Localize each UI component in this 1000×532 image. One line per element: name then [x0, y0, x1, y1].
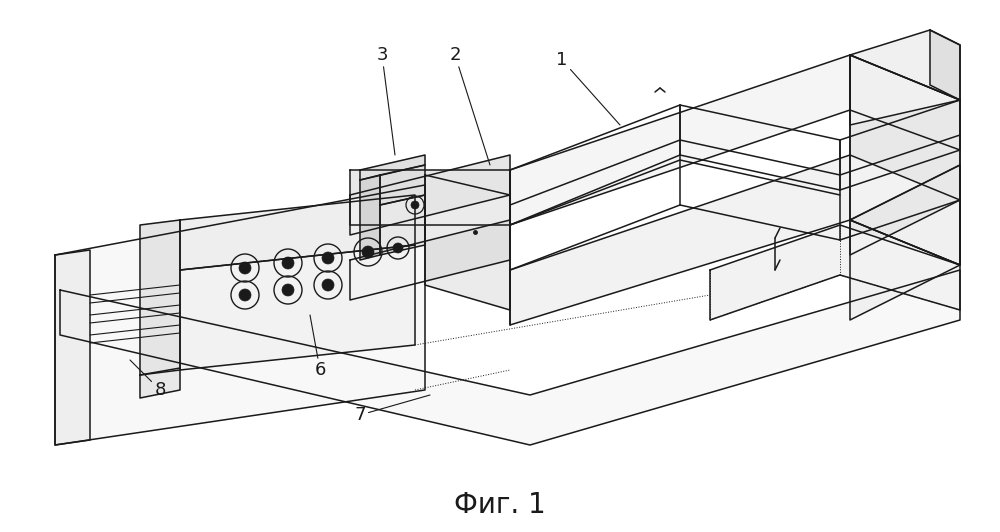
Circle shape — [322, 252, 334, 264]
Text: 7: 7 — [354, 395, 430, 424]
Polygon shape — [710, 225, 960, 320]
Circle shape — [393, 243, 403, 253]
Polygon shape — [380, 165, 425, 205]
Polygon shape — [55, 185, 425, 445]
Polygon shape — [180, 195, 415, 270]
Text: 6: 6 — [310, 315, 326, 379]
Polygon shape — [360, 175, 380, 260]
Polygon shape — [55, 250, 90, 445]
Polygon shape — [360, 155, 425, 180]
Polygon shape — [850, 55, 960, 265]
Polygon shape — [140, 368, 180, 398]
Circle shape — [282, 257, 294, 269]
Polygon shape — [380, 195, 425, 255]
Polygon shape — [350, 155, 510, 235]
Polygon shape — [510, 155, 960, 325]
Polygon shape — [510, 55, 960, 225]
Polygon shape — [425, 175, 510, 310]
Circle shape — [322, 279, 334, 291]
Polygon shape — [850, 55, 960, 265]
Text: 1: 1 — [556, 51, 620, 125]
Polygon shape — [350, 170, 510, 225]
Polygon shape — [850, 165, 960, 320]
Polygon shape — [930, 30, 960, 100]
Circle shape — [239, 289, 251, 301]
Polygon shape — [140, 220, 180, 375]
Text: 8: 8 — [130, 360, 166, 399]
Circle shape — [239, 262, 251, 274]
Polygon shape — [350, 220, 510, 300]
Circle shape — [411, 201, 419, 209]
Circle shape — [362, 246, 374, 258]
Circle shape — [282, 284, 294, 296]
Polygon shape — [850, 30, 960, 125]
Text: Фиг. 1: Фиг. 1 — [454, 491, 546, 519]
Polygon shape — [850, 165, 960, 255]
Text: 3: 3 — [376, 46, 395, 155]
Text: 2: 2 — [449, 46, 490, 165]
Polygon shape — [60, 270, 960, 445]
Polygon shape — [180, 245, 415, 370]
